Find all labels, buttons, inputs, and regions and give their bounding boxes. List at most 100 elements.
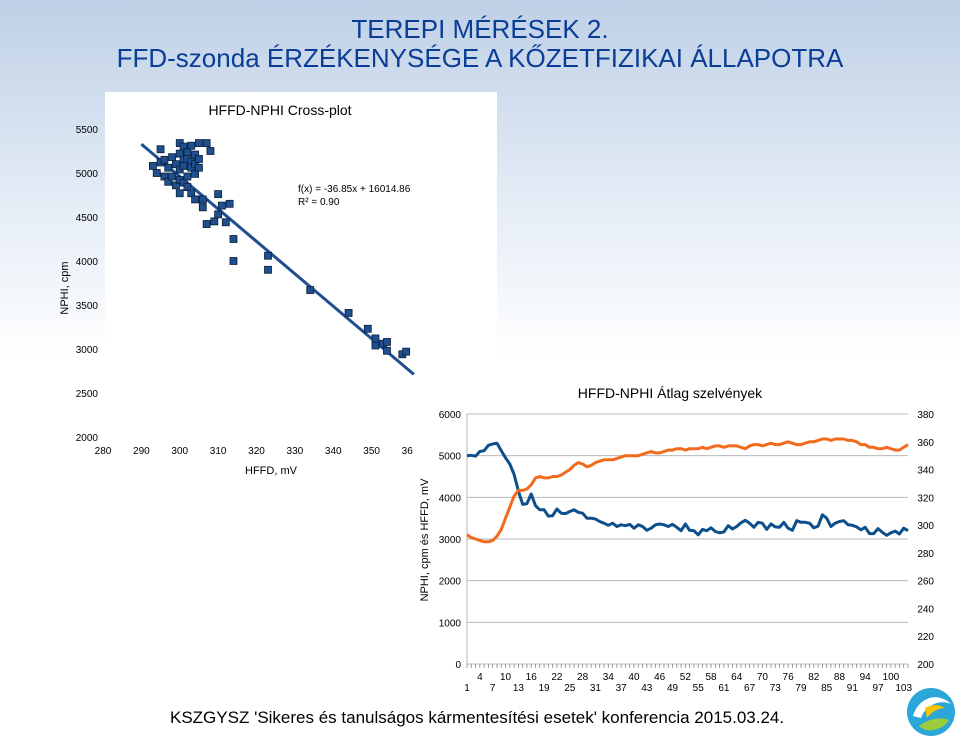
line-x-tick-label: 52: [680, 672, 692, 683]
line-y-left-tick-label: 3000: [439, 535, 462, 546]
kszgysz-logo-icon: [907, 688, 955, 736]
trendline-r2: R² = 0.90: [298, 197, 340, 208]
line-chart-panel: [413, 378, 960, 706]
scatter-x-axis-label: HFFD, mV: [245, 465, 298, 477]
line-x-tick-label: 28: [577, 672, 589, 683]
scatter-point: [383, 338, 391, 346]
line-y-right-tick-label: 200: [917, 660, 934, 671]
scatter-point: [195, 139, 203, 147]
footer-text: KSZGYSZ 'Sikeres és tanulságos kármentes…: [170, 708, 785, 727]
scatter-point: [206, 147, 215, 155]
scatter-point: [202, 139, 211, 147]
line-x-tick-label: 49: [667, 683, 679, 694]
scatter-y-tick-label: 4500: [76, 213, 99, 224]
line-x-tick-label: 79: [795, 683, 807, 694]
scatter-chart-panel: [105, 92, 497, 376]
scatter-point: [164, 163, 173, 172]
line-x-tick-label: 91: [847, 683, 859, 694]
line-x-tick-label: 40: [628, 672, 640, 683]
scatter-y-axis-label: NPHI, cpm: [59, 261, 71, 314]
trendline-equation: f(x) = -36.85x + 16014.86: [298, 184, 411, 195]
scatter-point: [198, 195, 207, 204]
line-y-left-tick-label: 5000: [439, 452, 462, 463]
scatter-point: [152, 169, 161, 177]
scatter-point: [221, 218, 230, 227]
scatter-point: [363, 324, 372, 333]
scatter-point: [371, 341, 380, 350]
scatter-y-tick-label: 3500: [76, 301, 99, 312]
line-series-1: [466, 441, 909, 537]
line-x-tick-label: 94: [860, 672, 872, 683]
line-x-tick-label: 37: [616, 683, 628, 694]
line-y-right-tick-label: 360: [917, 438, 934, 449]
scatter-x-tick-label: 330: [287, 446, 304, 457]
scatter-point: [229, 257, 238, 265]
line-x-tick-label: 67: [744, 683, 756, 694]
line-x-tick-label: 46: [654, 672, 666, 683]
scatter-point: [156, 145, 165, 154]
line-x-tick-label: 97: [872, 683, 884, 694]
scatter-chart-title: HFFD-NPHI Cross-plot: [208, 102, 351, 118]
line-x-tick-label: 16: [526, 672, 538, 683]
scatter-point: [175, 189, 184, 198]
scatter-y-tick-label: 2000: [76, 433, 99, 444]
line-y-right-tick-label: 380: [917, 410, 934, 421]
scatter-point: [187, 141, 196, 150]
line-y-right-tick-label: 260: [917, 577, 934, 588]
line-x-tick-label: 103: [895, 683, 912, 694]
scatter-point: [168, 172, 176, 181]
scatter-point: [214, 190, 223, 199]
line-x-tick-label: 88: [834, 672, 846, 683]
scatter-point: [218, 201, 226, 210]
scatter-y-tick-label: 5000: [76, 169, 99, 180]
line-x-tick-label: 4: [477, 672, 483, 683]
line-x-tick-label: 34: [603, 672, 615, 683]
scatter-y-tick-label: 2500: [76, 389, 99, 400]
line-x-tick-label: 61: [718, 683, 730, 694]
line-x-tick-label: 64: [731, 672, 743, 683]
line-x-tick-label: 43: [641, 683, 653, 694]
line-x-tick-label: 58: [705, 672, 717, 683]
line-y-right-tick-label: 320: [917, 493, 934, 504]
scatter-point: [225, 199, 234, 208]
line-x-tick-label: 25: [564, 683, 576, 694]
scatter-x-tick-label: 290: [133, 446, 150, 457]
scatter-y-tick-label: 5500: [76, 125, 99, 136]
line-y-left-tick-label: 1000: [439, 618, 462, 629]
scatter-point: [202, 220, 211, 228]
scatter-x-tick-label: 320: [248, 446, 265, 457]
line-x-tick-label: 73: [770, 683, 782, 694]
scatter-point: [160, 155, 169, 164]
scatter-x-tick-label: 350: [363, 446, 380, 457]
scatter-point: [191, 195, 200, 204]
scatter-point: [264, 251, 272, 260]
line-x-tick-label: 55: [693, 683, 705, 694]
scatter-point: [198, 203, 207, 212]
scatter-point: [214, 210, 223, 219]
line-y-left-tick-label: 4000: [439, 493, 462, 504]
line-y-right-tick-label: 280: [917, 549, 934, 560]
line-x-tick-label: 10: [500, 672, 512, 683]
line-x-tick-label: 82: [808, 672, 820, 683]
scatter-x-tick-label: 360: [402, 446, 419, 457]
scatter-y-tick-label: 4000: [76, 257, 99, 268]
slide-title-line2: FFD-szonda ÉRZÉKENYSÉGE A KŐZETFIZIKAI Á…: [116, 43, 844, 73]
line-x-tick-label: 1: [464, 683, 470, 694]
line-y-axis-label: NPHI, cpm és HFFD, mV: [419, 478, 431, 602]
line-y-left-tick-label: 2000: [439, 577, 462, 588]
scatter-x-tick-label: 300: [171, 446, 188, 457]
line-x-tick-label: 22: [551, 672, 563, 683]
line-y-right-tick-label: 240: [917, 604, 934, 615]
line-y-left-tick-label: 0: [455, 660, 461, 671]
line-x-tick-label: 7: [490, 683, 496, 694]
line-x-tick-label: 19: [539, 683, 551, 694]
line-chart-title: HFFD-NPHI Átlag szelvények: [578, 385, 763, 401]
line-x-tick-label: 85: [821, 683, 833, 694]
scatter-point: [229, 235, 238, 243]
line-y-left-tick-label: 6000: [439, 410, 462, 421]
line-y-right-tick-label: 300: [917, 521, 934, 532]
line-x-tick-label: 70: [757, 672, 769, 683]
scatter-point: [264, 265, 272, 274]
